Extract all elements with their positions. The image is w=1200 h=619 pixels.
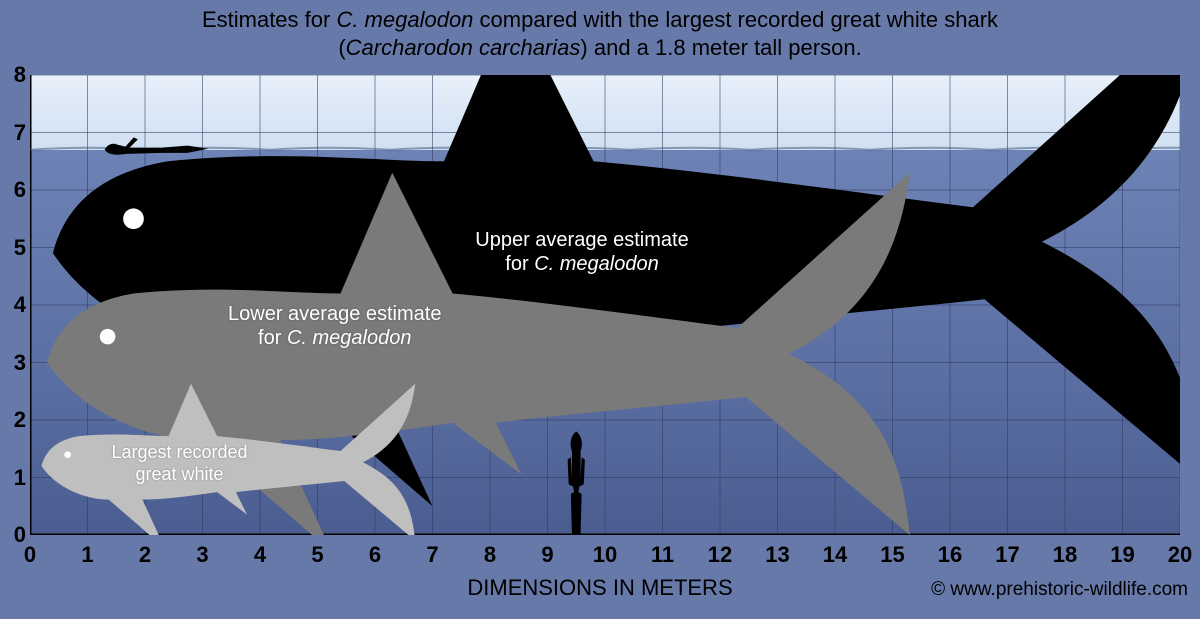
title: Estimates for C. megalodon compared with… — [0, 6, 1200, 61]
label-text-italic: C. megalodon — [287, 327, 412, 349]
copyright: © www.prehistoric-wildlife.com — [931, 579, 1188, 601]
label-text: great white — [135, 464, 223, 484]
x-tick-label: 17 — [995, 542, 1019, 568]
x-tick-label: 1 — [81, 542, 93, 568]
label-text: for — [505, 253, 534, 275]
x-tick-label: 3 — [196, 542, 208, 568]
y-tick-label: 7 — [14, 120, 26, 146]
label-great-white: Largest recorded great white — [80, 442, 280, 485]
y-tick-label: 8 — [14, 62, 26, 88]
x-tick-label: 8 — [484, 542, 496, 568]
label-megalodon-lower: Lower average estimate for C. megalodon — [215, 302, 455, 350]
x-axis-ticks: 01234567891011121314151617181920 — [30, 540, 1180, 570]
y-tick-label: 5 — [14, 235, 26, 261]
title-post: compared with the largest recorded great… — [473, 7, 998, 32]
x-tick-label: 2 — [139, 542, 151, 568]
y-tick-label: 6 — [14, 177, 26, 203]
label-text-italic: C. megalodon — [534, 253, 659, 275]
x-tick-label: 9 — [541, 542, 553, 568]
x-tick-label: 12 — [708, 542, 732, 568]
title2-post: ) and a 1.8 meter tall person. — [580, 35, 861, 60]
y-tick-label: 1 — [14, 465, 26, 491]
x-tick-label: 16 — [938, 542, 962, 568]
title-italic-2: Carcharodon carcharias — [346, 35, 581, 60]
x-tick-label: 15 — [880, 542, 904, 568]
human-silhouette — [568, 432, 585, 536]
label-text: for — [258, 327, 287, 349]
x-tick-label: 7 — [426, 542, 438, 568]
x-tick-label: 10 — [593, 542, 617, 568]
y-axis-ticks: 012345678 — [4, 75, 28, 535]
x-tick-label: 18 — [1053, 542, 1077, 568]
x-tick-label: 13 — [765, 542, 789, 568]
x-tick-label: 6 — [369, 542, 381, 568]
y-tick-label: 4 — [14, 292, 26, 318]
title-italic-1: C. megalodon — [336, 7, 473, 32]
x-tick-label: 4 — [254, 542, 266, 568]
x-tick-label: 5 — [311, 542, 323, 568]
label-text: Lower average estimate — [228, 303, 441, 325]
diagram-frame: Estimates for C. megalodon compared with… — [0, 0, 1200, 619]
x-tick-label: 20 — [1168, 542, 1192, 568]
x-tick-label: 14 — [823, 542, 847, 568]
x-tick-label: 11 — [651, 542, 674, 568]
title-pre: Estimates for — [202, 7, 336, 32]
label-text: Upper average estimate — [475, 229, 688, 251]
label-megalodon-upper: Upper average estimate for C. megalodon — [462, 228, 702, 276]
y-tick-label: 2 — [14, 407, 26, 433]
x-tick-label: 0 — [24, 542, 36, 568]
y-tick-label: 3 — [14, 350, 26, 376]
title2-pre: ( — [338, 35, 345, 60]
plot-area: Upper average estimate for C. megalodon … — [30, 75, 1180, 535]
label-text: Largest recorded — [111, 442, 247, 462]
swimmer-silhouette — [105, 137, 209, 154]
x-tick-label: 19 — [1110, 542, 1134, 568]
